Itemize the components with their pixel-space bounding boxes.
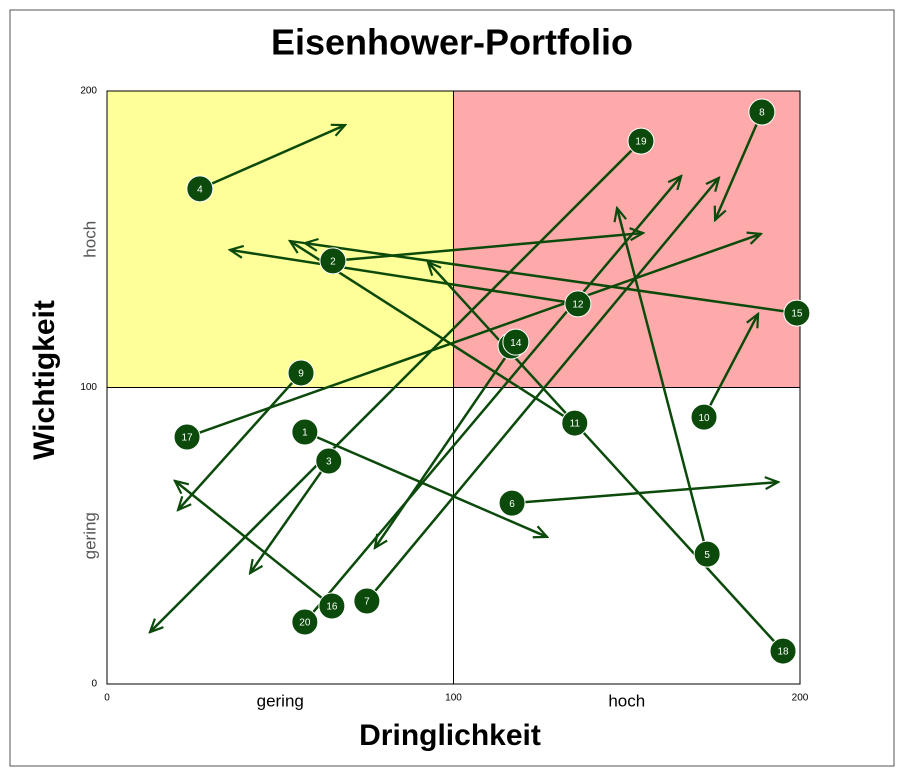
- point-label: 8: [759, 108, 765, 119]
- x-tick-label: 0: [104, 693, 110, 704]
- y-axis-label: Wichtigkeit: [28, 300, 61, 460]
- point-label: 10: [698, 413, 710, 424]
- point-label: 14: [510, 338, 522, 349]
- arrow: [230, 250, 579, 306]
- point: [186, 175, 214, 203]
- point: [564, 290, 592, 318]
- arrow: [617, 208, 709, 555]
- y-tick-label: 0: [91, 679, 97, 690]
- y-category-label: hoch: [80, 221, 99, 258]
- point-label: 15: [791, 309, 803, 320]
- x-axis-label: Dringlichkeit: [359, 719, 541, 752]
- arrow: [702, 314, 758, 418]
- point: [502, 328, 530, 356]
- point: [748, 98, 776, 126]
- point: [690, 403, 718, 431]
- point-label: 7: [364, 597, 370, 608]
- point: [315, 447, 343, 475]
- point: [173, 423, 201, 451]
- point: [291, 418, 319, 446]
- point-label: 9: [298, 369, 304, 380]
- point: [318, 592, 346, 620]
- point-label: 6: [509, 499, 515, 510]
- point: [319, 247, 347, 275]
- point-label: 4: [197, 184, 203, 195]
- arrow: [304, 430, 547, 537]
- point: [693, 540, 721, 568]
- x-category-label: hoch: [608, 691, 645, 710]
- x-category-label: gering: [257, 691, 304, 710]
- point-label: 1: [302, 428, 308, 439]
- point-label: 3: [326, 457, 332, 468]
- chart-title: Eisenhower-Portfolio: [271, 22, 633, 63]
- x-tick-label: 100: [445, 693, 462, 704]
- arrow: [186, 234, 761, 439]
- y-category-label: gering: [80, 512, 99, 559]
- point-label: 17: [181, 433, 193, 444]
- arrow: [428, 262, 784, 652]
- y-tick-label: 200: [80, 86, 97, 97]
- point-label: 20: [299, 618, 311, 629]
- arrow: [511, 482, 778, 505]
- point-label: 12: [572, 300, 584, 311]
- arrow: [303, 176, 681, 623]
- y-tick-label: 100: [80, 382, 97, 393]
- arrow: [715, 111, 764, 220]
- point-label: 16: [326, 602, 338, 613]
- point-label: 19: [635, 137, 647, 148]
- point: [353, 587, 381, 615]
- arrow: [332, 233, 643, 263]
- point-label: 5: [704, 550, 710, 561]
- x-tick-label: 200: [792, 693, 809, 704]
- point: [291, 608, 319, 636]
- arrow: [250, 460, 330, 573]
- point: [287, 359, 315, 387]
- point: [498, 489, 526, 517]
- point-label: 11: [570, 419, 581, 430]
- point: [769, 637, 797, 665]
- arrow: [305, 243, 798, 315]
- point: [783, 299, 811, 327]
- point-label: 18: [777, 647, 789, 658]
- arrow: [199, 125, 345, 190]
- arrow: [178, 372, 302, 510]
- quadrant: [107, 91, 454, 388]
- point: [627, 127, 655, 155]
- arrow: [150, 140, 642, 632]
- point: [561, 409, 589, 437]
- arrow: [375, 341, 517, 548]
- arrow: [175, 481, 333, 607]
- frame: [9, 9, 895, 767]
- point-label: 2: [330, 257, 336, 268]
